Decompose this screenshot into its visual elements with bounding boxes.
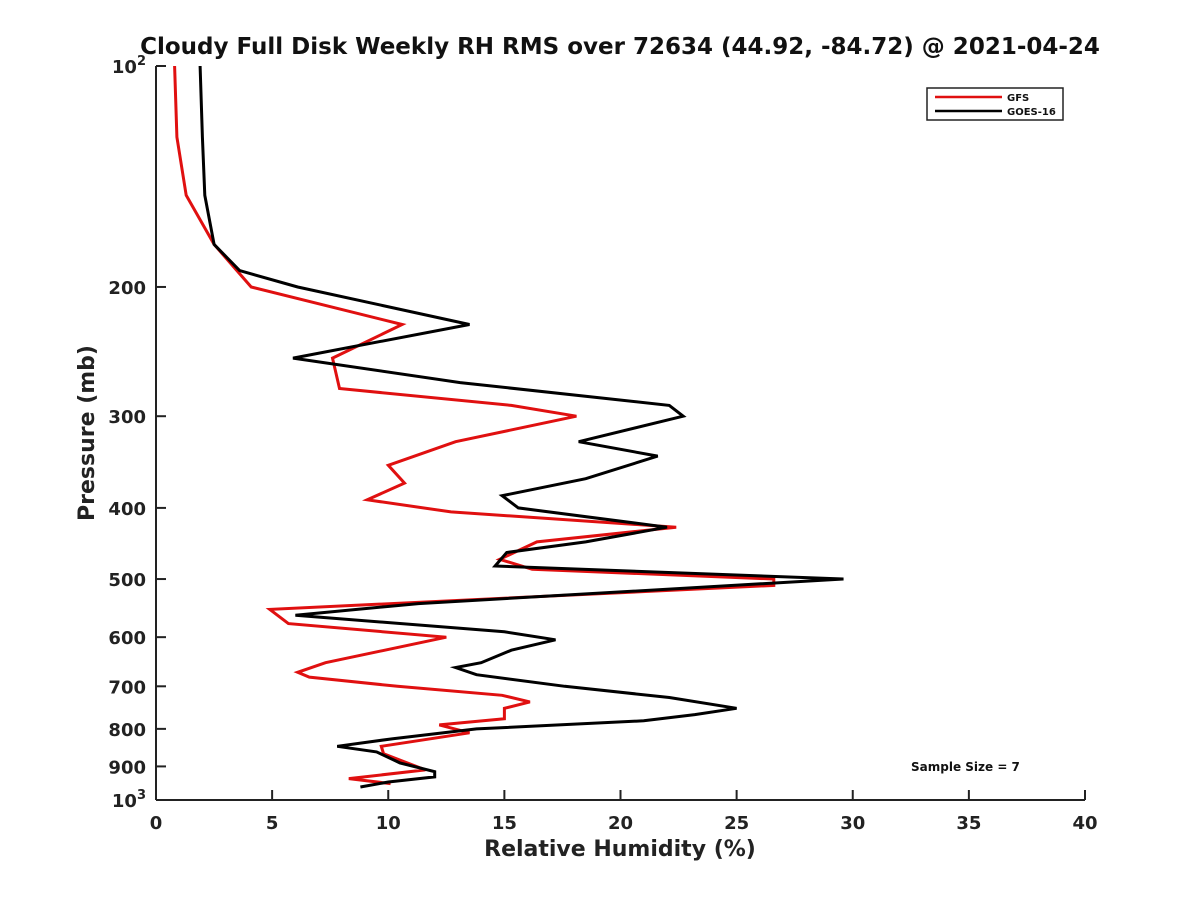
series-line-goes16 xyxy=(198,65,844,789)
legend-label-gfs: GFS xyxy=(1007,93,1029,104)
x-tick-label: 15 xyxy=(492,813,517,834)
y-tick-label: 102 xyxy=(112,54,146,78)
x-tick-label: 5 xyxy=(266,813,279,834)
y-tick-label: 800 xyxy=(108,720,146,741)
legend-box xyxy=(926,87,1064,121)
x-axis-ticks: 0 5 10 15 20 25 30 35 40 xyxy=(150,790,1098,834)
y-tick-label: 300 xyxy=(108,407,146,428)
y-axis-label: Pressure (mb) xyxy=(75,345,100,521)
x-tick-label: 10 xyxy=(376,813,401,834)
series-line-gfs xyxy=(173,65,776,786)
x-tick-label: 35 xyxy=(956,813,981,834)
y-tick-label: 200 xyxy=(108,278,146,299)
legend: GFS GOES-16 xyxy=(926,87,1064,121)
x-tick-label: 0 xyxy=(150,813,163,834)
x-tick-label: 30 xyxy=(840,813,865,834)
y-tick-label: 700 xyxy=(108,677,146,698)
chart-title: Cloudy Full Disk Weekly RH RMS over 7263… xyxy=(140,34,1100,60)
y-tick-label: 900 xyxy=(108,757,146,778)
x-tick-label: 40 xyxy=(1072,813,1097,834)
legend-label-goes16: GOES-16 xyxy=(1007,107,1056,118)
x-tick-label: 25 xyxy=(724,813,749,834)
sample-size-annotation: Sample Size = 7 xyxy=(911,760,1020,774)
x-tick-label: 20 xyxy=(608,813,633,834)
y-tick-label: 500 xyxy=(108,570,146,591)
x-axis-label: Relative Humidity (%) xyxy=(484,837,756,862)
y-tick-label: 400 xyxy=(108,499,146,520)
plot-series-group xyxy=(173,65,844,789)
y-tick-label: 600 xyxy=(108,628,146,649)
